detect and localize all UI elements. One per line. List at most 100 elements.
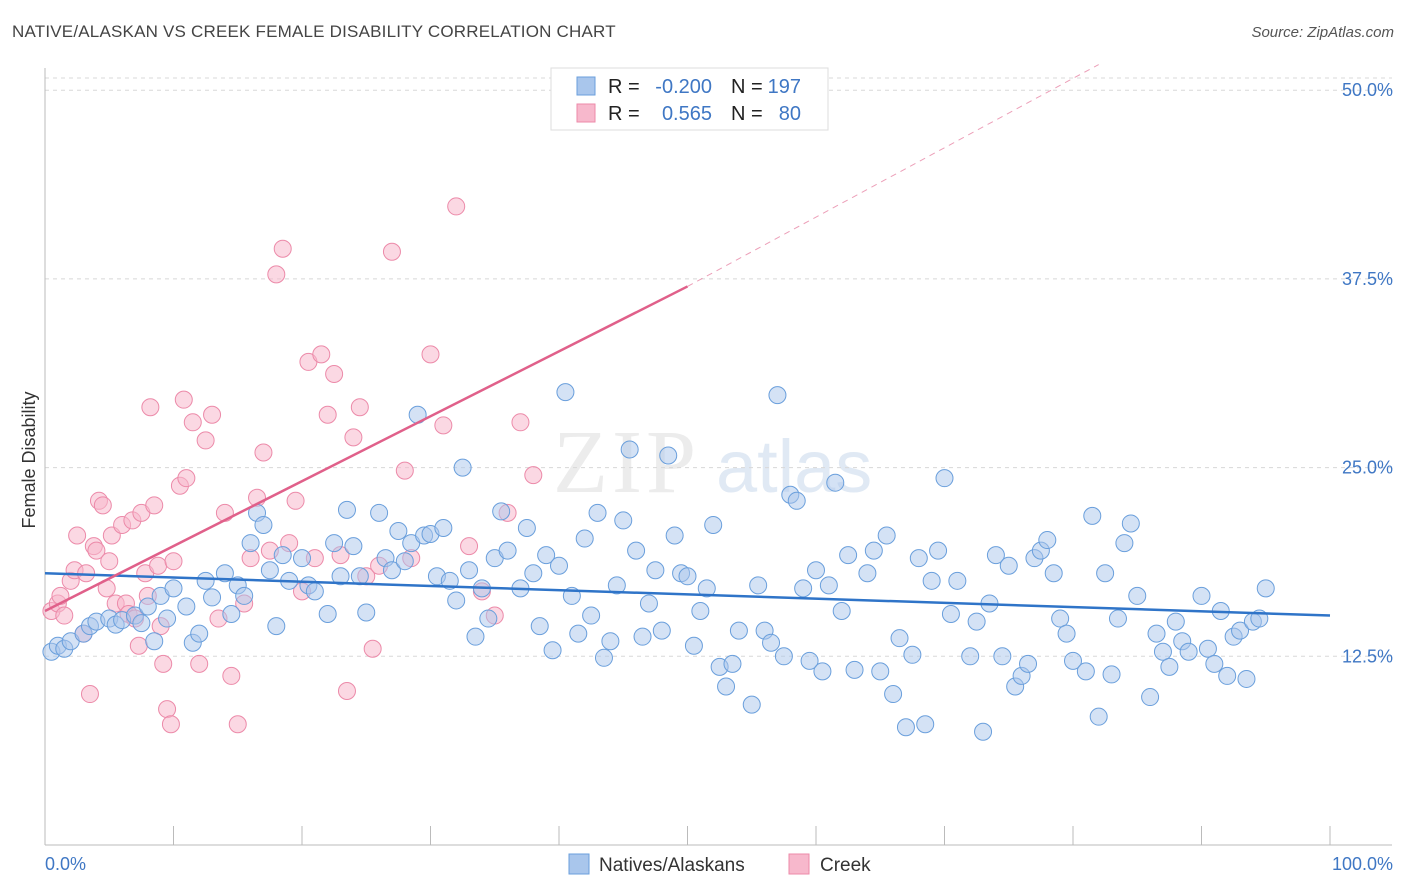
- natives-point-94: [704, 515, 723, 534]
- legend-n-value-2: 80: [779, 103, 801, 125]
- natives-point-103: [768, 386, 787, 405]
- natives-point-91: [684, 636, 703, 655]
- bottom-legend-natives: Natives/Alaskans: [599, 855, 745, 876]
- natives-point-39: [337, 500, 356, 519]
- watermark: ZIP atlas: [553, 413, 872, 512]
- creek-point-37: [177, 469, 196, 488]
- natives-point-112: [826, 473, 845, 492]
- natives-point-30: [267, 617, 286, 636]
- natives-point-174: [1256, 579, 1275, 598]
- legend-n-value-1: 197: [768, 76, 801, 98]
- natives-point-70: [550, 556, 568, 575]
- grid-lines: [45, 77, 1392, 657]
- creek-point-69: [395, 461, 414, 480]
- natives-point-128: [935, 469, 954, 488]
- creek-point-72: [434, 416, 453, 435]
- creek-point-58: [312, 345, 331, 364]
- bottom-legend-swatch-pink: [788, 853, 810, 875]
- legend-swatch-pink: [576, 103, 596, 123]
- creek-point-66: [363, 639, 382, 658]
- natives-point-58: [466, 627, 485, 646]
- natives-point-11: [132, 614, 151, 633]
- creek-point-38: [183, 413, 202, 432]
- creek-point-60: [325, 365, 344, 383]
- natives-point-130: [948, 571, 967, 590]
- natives-point-109: [807, 561, 825, 580]
- natives-point-81: [620, 440, 639, 459]
- x-tick-label-0: 0.0%: [45, 854, 86, 874]
- natives-point-63: [498, 541, 517, 560]
- natives-point-28: [254, 515, 273, 534]
- creek-point-79: [524, 466, 543, 485]
- natives-point-97: [723, 654, 742, 673]
- natives-point-119: [877, 526, 896, 545]
- natives-point-71: [556, 383, 575, 402]
- natives-point-144: [1044, 564, 1063, 583]
- natives-point-43: [370, 503, 389, 522]
- creek-point-33: [161, 715, 180, 734]
- natives-point-78: [601, 632, 620, 651]
- creek-point-47: [241, 549, 260, 568]
- legend-n-label-2: N =: [731, 103, 763, 125]
- natives-point-55: [447, 591, 466, 610]
- creek-point-39: [190, 654, 209, 673]
- creek-point-36: [174, 390, 193, 409]
- natives-point-85: [646, 561, 665, 580]
- natives-point-36: [318, 605, 337, 624]
- natives-point-82: [627, 541, 646, 560]
- svg-text:ZIP: ZIP: [553, 413, 700, 512]
- natives-point-17: [177, 597, 196, 616]
- natives-trend-line: [44, 572, 1331, 617]
- natives-point-75: [582, 606, 601, 625]
- legend-swatch-blue: [576, 76, 596, 96]
- y-tick-label-0: 12.5%: [1342, 646, 1393, 666]
- natives-point-132: [967, 612, 986, 631]
- creek-point-68: [382, 242, 401, 261]
- natives-point-56: [453, 458, 472, 477]
- natives-point-29: [260, 561, 279, 580]
- series-legend: Natives/Alaskans Creek: [568, 853, 871, 876]
- creek-trend-extension: [687, 64, 1099, 287]
- natives-point-66: [524, 564, 543, 583]
- creek-point-52: [273, 239, 292, 258]
- creek-point-6: [68, 526, 87, 545]
- natives-point-99: [742, 695, 761, 714]
- natives-point-166: [1205, 654, 1224, 673]
- creek-point-44: [222, 666, 241, 685]
- trend-lines: [44, 64, 1331, 617]
- natives-point-148: [1076, 662, 1095, 681]
- natives-point-79: [607, 576, 626, 595]
- natives-point-16: [164, 579, 183, 598]
- natives-point-68: [537, 546, 556, 565]
- natives-point-124: [909, 549, 928, 568]
- natives-point-107: [794, 579, 813, 598]
- natives-point-12: [138, 597, 157, 616]
- natives-point-83: [633, 627, 652, 646]
- natives-point-46: [389, 522, 408, 540]
- natives-point-62: [492, 502, 511, 521]
- natives-point-153: [1108, 609, 1127, 628]
- creek-point-45: [228, 715, 247, 734]
- creek-point-73: [447, 197, 466, 216]
- natives-point-19: [190, 624, 209, 643]
- natives-point-93: [697, 579, 716, 598]
- creek-point-64: [350, 398, 369, 417]
- creek-point-74: [460, 537, 479, 556]
- natives-point-67: [530, 617, 549, 636]
- y-axis-label: Female Disability: [19, 391, 39, 528]
- natives-point-88: [665, 526, 684, 545]
- y-tick-label-1: 25.0%: [1342, 458, 1393, 478]
- natives-point-69: [543, 641, 562, 660]
- natives-point-108: [800, 651, 819, 670]
- creek-point-63: [344, 428, 363, 447]
- y-tick-labels: 12.5% 25.0% 37.5% 50.0%: [1342, 80, 1393, 666]
- natives-point-149: [1083, 506, 1102, 525]
- legend-r-label-1: R =: [608, 76, 640, 98]
- natives-point-159: [1153, 642, 1172, 661]
- axes: [44, 68, 1392, 846]
- natives-point-125: [916, 715, 935, 734]
- natives-point-47: [395, 552, 414, 571]
- natives-point-161: [1166, 612, 1185, 631]
- natives-point-165: [1198, 639, 1217, 658]
- x-tick-label-1: 100.0%: [1332, 854, 1393, 874]
